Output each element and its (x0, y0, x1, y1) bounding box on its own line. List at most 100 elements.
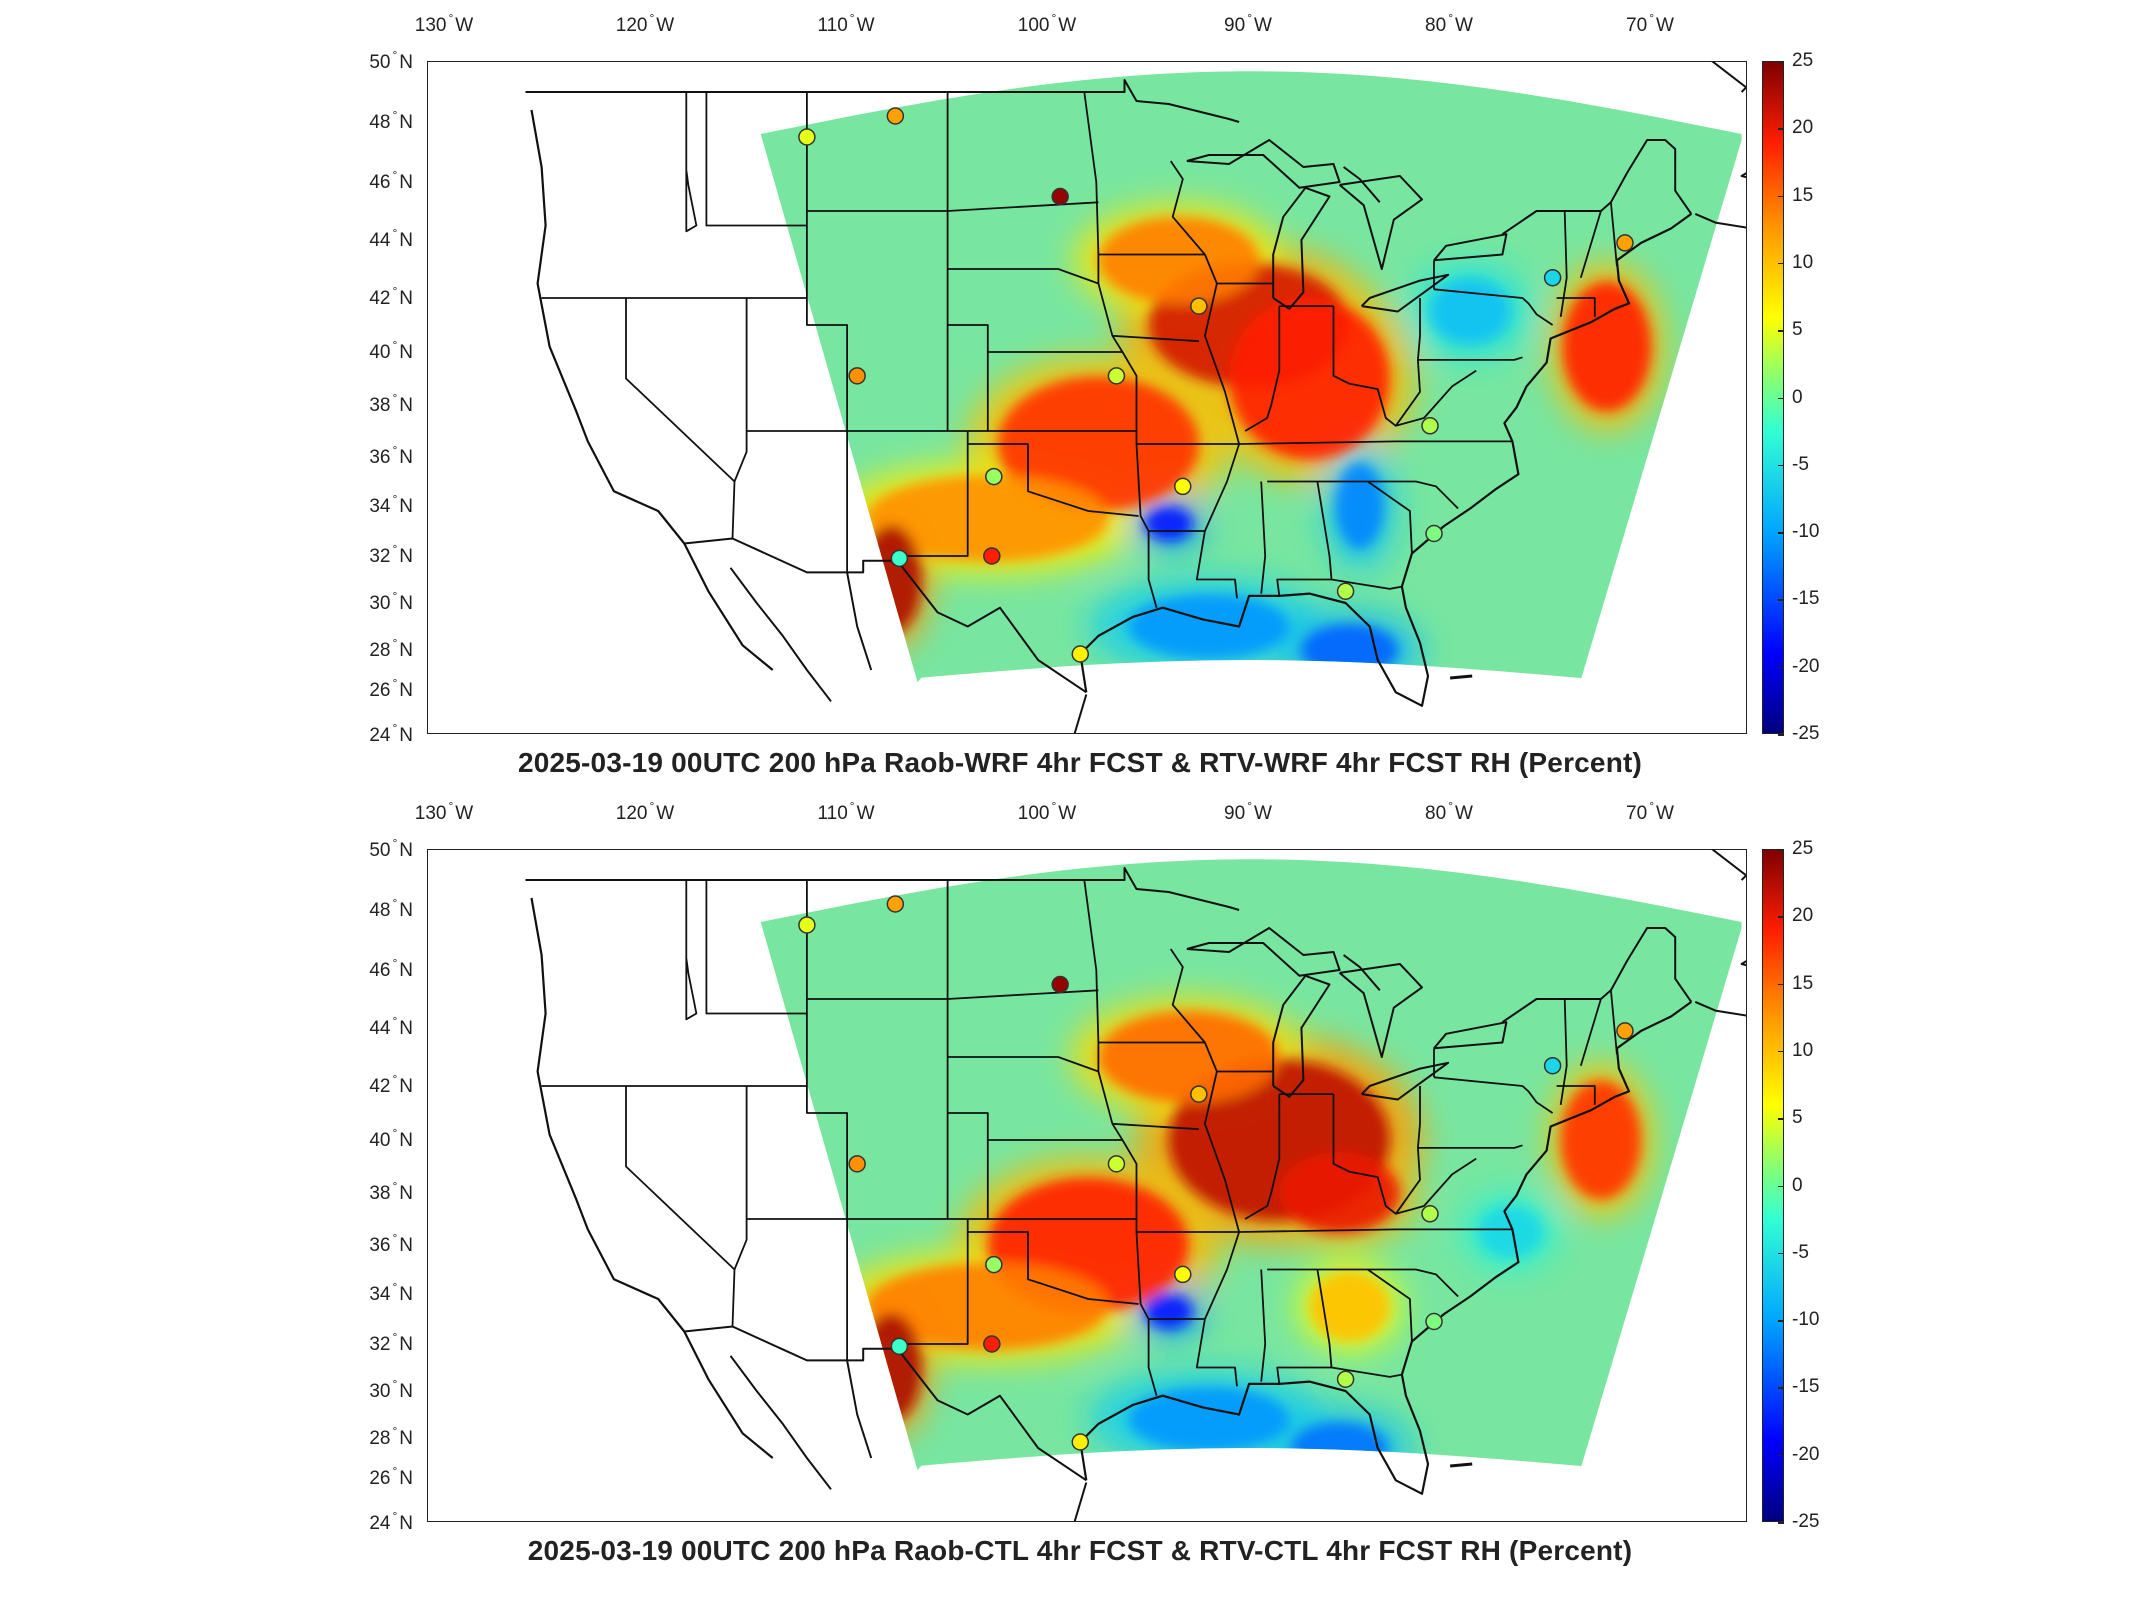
latitude-label: 24 ° N (343, 1509, 413, 1535)
raob-station-marker (1336, 582, 1355, 600)
state-border (1260, 1269, 1267, 1382)
latitude-label: 30 ° N (343, 1377, 413, 1403)
latitude-value: 36 (369, 1235, 391, 1256)
coastline (1740, 874, 1746, 881)
latitude-value: 34 (369, 496, 391, 517)
degree-symbol: ° (392, 1464, 398, 1478)
longitude-label: 90 ° W (1224, 799, 1272, 825)
state-border (685, 880, 698, 1021)
longitude-label: 120 ° W (616, 799, 674, 825)
raob-station-marker (1190, 1085, 1208, 1103)
great-lake-shore (1338, 175, 1423, 270)
latitude-hemisphere: N (399, 680, 413, 701)
latitude-label: 34 ° N (343, 492, 413, 518)
latitude-value: 24 (369, 725, 391, 746)
degree-symbol: ° (392, 542, 398, 556)
degree-symbol: ° (392, 1280, 398, 1294)
panel-title: 2025-03-19 00UTC 200 hPa Raob-WRF 4hr FC… (517, 747, 1643, 778)
latitude-label: 50 ° N (343, 48, 413, 74)
hot-region (1309, 1271, 1390, 1342)
latitude-value: 38 (369, 1183, 391, 1204)
latitude-hemisphere: N (399, 496, 413, 517)
colorbar-tick-mark (1778, 1252, 1784, 1255)
colorbar-tick-label: 20 (1792, 117, 1814, 139)
state-border (625, 298, 736, 483)
state-border (1394, 359, 1477, 427)
latitude-hemisphere: N (399, 725, 413, 746)
state-border (947, 1056, 1099, 1073)
raob-station-marker (798, 128, 816, 146)
raob-stations (798, 895, 1634, 1451)
longitude-hemisphere: W (1254, 15, 1272, 36)
colorbar-tick-label: -5 (1792, 1241, 1809, 1263)
colorbar-tick-mark (1778, 599, 1784, 601)
state-border (1367, 1268, 1413, 1342)
colorbar-tick-mark (1778, 128, 1784, 130)
latitude-hemisphere: N (399, 1284, 413, 1305)
colorbar-tick-label: 25 (1792, 50, 1814, 71)
colorbar-tick-label: 25 (1792, 838, 1814, 859)
degree-symbol: ° (392, 836, 398, 850)
raob-station-marker (848, 1155, 866, 1173)
hot-region (1229, 297, 1390, 460)
degree-symbol: ° (392, 226, 398, 240)
state-border (1610, 202, 1618, 267)
coastline (1079, 1001, 1692, 1495)
degree-symbol: ° (849, 11, 855, 25)
raob-station-marker (798, 916, 816, 934)
raob-station-marker (890, 1337, 909, 1356)
latitude-value: 26 (369, 680, 391, 701)
state-border (1433, 1076, 1554, 1114)
longitude-value: 110 (817, 803, 848, 824)
colorbar-tick-label: -25 (1792, 1511, 1820, 1532)
state-border (1239, 1228, 1513, 1233)
colorbar-tick-mark (1778, 666, 1784, 669)
panel-top: 130 ° W 120 ° W 110 ° W 100 ° W 90 ° W 80 ° W 70 ° W 50 ° N 48 °… (343, 11, 1819, 778)
colorbar-tick-mark (1778, 916, 1784, 918)
latitude-value: 44 (369, 230, 391, 251)
degree-symbol: ° (392, 676, 398, 690)
colorbar-tick-label: 15 (1792, 184, 1814, 206)
raob-station-marker (1071, 645, 1090, 663)
latitude-label: 26 ° N (343, 676, 413, 702)
cold-region (1144, 1294, 1193, 1329)
latitude-label: 50 ° N (343, 836, 413, 862)
hot-region (1279, 1152, 1400, 1234)
raob-station-marker (1071, 1433, 1090, 1451)
latitude-hemisphere: N (399, 1334, 413, 1355)
latitude-value: 30 (369, 1381, 391, 1402)
state-border (1579, 210, 1602, 278)
great-lake-shore (1433, 233, 1508, 262)
latitude-label: 42 ° N (343, 1072, 413, 1098)
latitude-hemisphere: N (399, 1235, 413, 1256)
longitude-value: 130 (414, 15, 447, 36)
longitude-hemisphere: W (455, 15, 474, 36)
coastline (1079, 213, 1692, 707)
coastline (1449, 1462, 1473, 1468)
panel-title: 2025-03-19 00UTC 200 hPa Raob-CTL 4hr FC… (527, 1535, 1633, 1566)
state-border (731, 298, 748, 539)
state-border (895, 431, 969, 557)
latitude-hemisphere: N (399, 342, 413, 363)
state-border (1332, 1094, 1397, 1215)
state-border (1433, 288, 1554, 326)
degree-symbol: ° (392, 636, 398, 650)
colorbar-tick-mark (1778, 195, 1784, 198)
latitude-hemisphere: N (399, 1130, 413, 1151)
colorbar-tick-label: -15 (1792, 1376, 1820, 1398)
latitude-hemisphere: N (399, 172, 413, 193)
state-border (1394, 1147, 1477, 1215)
raob-station-marker (848, 367, 866, 385)
longitude-value: 90 (1224, 803, 1246, 824)
longitude-label: 80 ° W (1425, 799, 1473, 825)
raob-station-marker (1543, 1056, 1562, 1075)
great-lake-shore (1272, 974, 1331, 1098)
longitude-value: 70 (1626, 803, 1648, 824)
colorbar-tick-mark (1778, 1050, 1784, 1053)
state-border (1195, 254, 1240, 599)
longitude-hemisphere: W (1656, 15, 1674, 36)
longitude-label: 110 ° W (817, 11, 874, 37)
degree-symbol: ° (1649, 799, 1655, 813)
colorbar-tick-mark (1778, 849, 1784, 851)
colorbar-tick-mark (1778, 464, 1784, 467)
